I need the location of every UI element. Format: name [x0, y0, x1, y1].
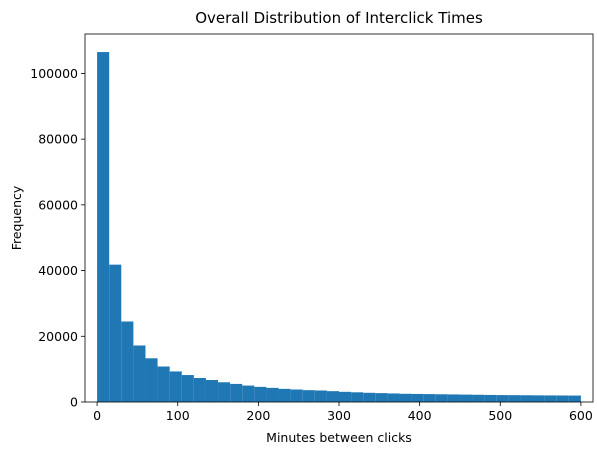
histogram-bar — [520, 395, 533, 402]
histogram-bar — [423, 394, 436, 402]
histogram-bar — [447, 394, 460, 402]
y-tick-label: 100000 — [30, 66, 78, 81]
y-tick-label: 0 — [70, 395, 78, 410]
histogram-bar — [242, 385, 255, 402]
histogram-bar — [459, 394, 473, 402]
histogram-bar — [556, 395, 569, 402]
histogram-bar — [169, 371, 182, 402]
histogram-bar — [568, 395, 581, 402]
histogram-bar — [496, 395, 509, 402]
histogram-bar — [399, 393, 412, 402]
histogram-bar — [290, 389, 303, 402]
histogram-bar — [133, 345, 146, 402]
y-axis-label: Frequency — [9, 185, 24, 250]
histogram-bar — [326, 391, 339, 402]
histogram-bar — [508, 395, 521, 402]
histogram-bar — [484, 394, 497, 402]
histogram-bar — [193, 378, 206, 402]
histogram-bar — [435, 394, 448, 402]
plot-area-frame — [84, 33, 594, 403]
histogram-bar — [109, 264, 122, 402]
y-axis-ticks: 0 20000 40000 60000 80000 100000 — [30, 66, 85, 410]
histogram-bar — [375, 393, 388, 402]
histogram-bar — [302, 390, 315, 402]
histogram-bar — [218, 382, 231, 402]
x-tick-label: 0 — [93, 408, 101, 423]
histogram-bar — [121, 321, 134, 402]
x-tick-label: 300 — [327, 408, 351, 423]
y-tick-label: 40000 — [38, 263, 78, 278]
histogram-bar — [266, 387, 279, 402]
x-tick-label: 100 — [166, 408, 190, 423]
histogram-bar — [387, 393, 400, 402]
x-axis-label: Minutes between clicks — [266, 430, 412, 445]
histogram-bar — [339, 391, 352, 402]
histogram-bar — [97, 52, 110, 402]
x-axis-ticks: 0 100 200 300 400 500 600 — [93, 402, 593, 423]
y-tick-label: 80000 — [38, 132, 78, 147]
histogram-bar — [544, 395, 557, 402]
histogram-bar — [363, 392, 376, 402]
x-tick-label: 600 — [569, 408, 593, 423]
histogram-bar — [351, 392, 364, 402]
histogram-bar — [145, 358, 158, 402]
histogram-bar — [314, 390, 327, 402]
histogram-bar — [278, 388, 291, 402]
x-tick-label: 500 — [488, 408, 512, 423]
histogram-bar — [254, 386, 267, 402]
y-tick-label: 20000 — [38, 329, 78, 344]
y-tick-label: 60000 — [38, 197, 78, 212]
histogram-bar — [205, 379, 219, 402]
x-tick-label: 400 — [408, 408, 432, 423]
histogram-bar — [181, 375, 194, 402]
chart-title: Overall Distribution of Interclick Times — [195, 9, 483, 27]
histogram-bar — [230, 383, 243, 402]
histogram-bars — [97, 52, 581, 402]
histogram-bar — [472, 394, 485, 402]
histogram-bar — [532, 395, 545, 402]
histogram-bar — [157, 366, 170, 402]
histogram-bar — [411, 393, 424, 402]
x-tick-label: 200 — [246, 408, 270, 423]
